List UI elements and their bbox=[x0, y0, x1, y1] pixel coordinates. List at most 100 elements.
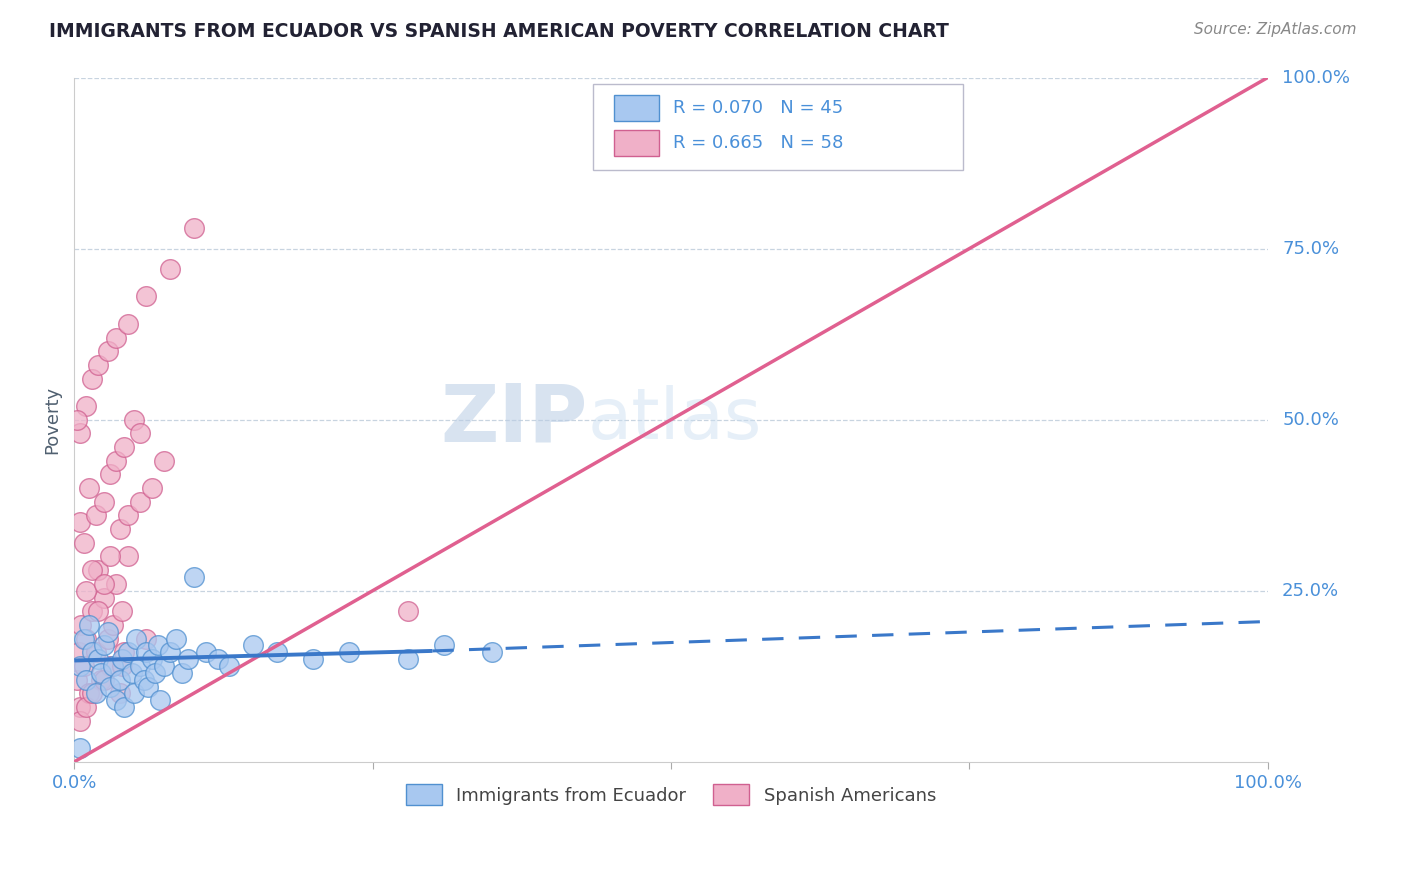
Point bbox=[69, 714, 91, 728]
Point bbox=[121, 665, 143, 680]
Point bbox=[97, 624, 120, 639]
Point bbox=[165, 632, 187, 646]
Point bbox=[194, 645, 217, 659]
Point bbox=[101, 659, 124, 673]
Point bbox=[108, 673, 131, 687]
Point bbox=[135, 632, 157, 646]
Point bbox=[75, 399, 97, 413]
Point bbox=[87, 604, 110, 618]
Point bbox=[69, 516, 91, 530]
Text: atlas: atlas bbox=[588, 385, 762, 454]
Point bbox=[75, 673, 97, 687]
Point bbox=[98, 680, 121, 694]
Point bbox=[114, 645, 136, 659]
Point bbox=[87, 652, 110, 666]
Point bbox=[69, 700, 91, 714]
Point bbox=[77, 481, 100, 495]
Point bbox=[149, 693, 172, 707]
Point bbox=[97, 632, 120, 646]
Point bbox=[207, 652, 229, 666]
Point bbox=[117, 508, 139, 523]
Point bbox=[69, 426, 91, 441]
Point bbox=[98, 549, 121, 564]
Point bbox=[302, 652, 325, 666]
Point bbox=[108, 522, 131, 536]
Y-axis label: Poverty: Poverty bbox=[44, 385, 60, 454]
Point bbox=[84, 508, 107, 523]
Point bbox=[266, 645, 288, 659]
Point bbox=[84, 645, 107, 659]
Point bbox=[114, 700, 136, 714]
Point bbox=[398, 652, 420, 666]
Point bbox=[398, 604, 420, 618]
Point bbox=[132, 673, 155, 687]
Legend: Immigrants from Ecuador, Spanish Americans: Immigrants from Ecuador, Spanish America… bbox=[396, 775, 945, 814]
Point bbox=[77, 686, 100, 700]
Point bbox=[84, 686, 107, 700]
FancyBboxPatch shape bbox=[593, 85, 963, 169]
Point bbox=[111, 659, 134, 673]
FancyBboxPatch shape bbox=[614, 95, 659, 120]
Point bbox=[87, 563, 110, 577]
Point bbox=[69, 659, 91, 673]
Point bbox=[135, 645, 157, 659]
Point bbox=[73, 632, 96, 646]
Point bbox=[93, 577, 115, 591]
Point bbox=[105, 577, 128, 591]
Point bbox=[105, 693, 128, 707]
Point bbox=[73, 659, 96, 673]
Point bbox=[105, 330, 128, 344]
Point bbox=[111, 604, 134, 618]
Point bbox=[70, 618, 93, 632]
Point bbox=[75, 583, 97, 598]
Point bbox=[141, 481, 163, 495]
Point bbox=[159, 262, 181, 277]
Point bbox=[129, 659, 152, 673]
Point bbox=[66, 412, 89, 426]
Point bbox=[117, 645, 139, 659]
Point bbox=[93, 495, 115, 509]
Point bbox=[170, 665, 193, 680]
Point bbox=[433, 639, 456, 653]
Point bbox=[122, 412, 145, 426]
Point bbox=[125, 632, 148, 646]
Point bbox=[122, 686, 145, 700]
Point bbox=[108, 686, 131, 700]
Point bbox=[141, 652, 163, 666]
Point bbox=[337, 645, 360, 659]
Point bbox=[98, 659, 121, 673]
Point bbox=[481, 645, 503, 659]
Point bbox=[77, 618, 100, 632]
Text: 75.0%: 75.0% bbox=[1282, 240, 1339, 258]
Point bbox=[129, 426, 152, 441]
Point bbox=[97, 344, 120, 359]
Point bbox=[129, 495, 152, 509]
Point bbox=[183, 221, 205, 235]
Point bbox=[75, 700, 97, 714]
Point bbox=[136, 680, 159, 694]
Text: 25.0%: 25.0% bbox=[1282, 582, 1339, 599]
Point bbox=[242, 639, 264, 653]
Point bbox=[153, 453, 176, 467]
Point bbox=[114, 440, 136, 454]
Text: ZIP: ZIP bbox=[440, 381, 588, 458]
Point bbox=[90, 673, 112, 687]
FancyBboxPatch shape bbox=[614, 130, 659, 156]
Point bbox=[153, 659, 176, 673]
Text: 100.0%: 100.0% bbox=[1282, 69, 1350, 87]
Point bbox=[87, 358, 110, 372]
Point bbox=[66, 673, 89, 687]
Point bbox=[159, 645, 181, 659]
Point bbox=[176, 652, 198, 666]
Point bbox=[218, 659, 240, 673]
Point bbox=[93, 591, 115, 605]
Point bbox=[117, 317, 139, 331]
Point bbox=[82, 686, 104, 700]
Point bbox=[82, 604, 104, 618]
Point bbox=[117, 549, 139, 564]
Point bbox=[183, 570, 205, 584]
Point bbox=[135, 289, 157, 303]
Point bbox=[82, 563, 104, 577]
Point bbox=[146, 639, 169, 653]
Point bbox=[82, 645, 104, 659]
